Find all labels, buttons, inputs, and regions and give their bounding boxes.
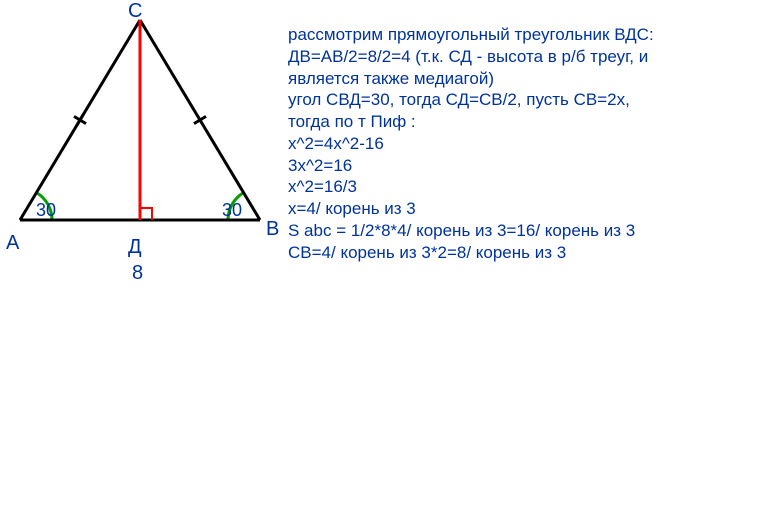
solution-line: x^2=4x^2-16	[288, 133, 758, 155]
vertex-label-c: С	[128, 0, 142, 23]
solution-line: 3x^2=16	[288, 155, 758, 177]
solution-line: угол СВД=30, тогда СД=СВ/2, пусть СВ=2х,	[288, 89, 758, 111]
vertex-label-d: Д	[128, 236, 142, 259]
solution-line: ДВ=АВ/2=8/2=4 (т.к. СД - высота в р/б тр…	[288, 46, 758, 68]
tick-ac	[76, 114, 83, 126]
solution-line: тогда по т Пиф :	[288, 111, 758, 133]
solution-line: x=4/ корень из 3	[288, 198, 758, 220]
solution-text: рассмотрим прямоугольный треугольник ВДС…	[288, 24, 758, 263]
solution-line: x^2=16/3	[288, 176, 758, 198]
solution-line: является также медиагой)	[288, 68, 758, 90]
triangle-diagram	[0, 0, 290, 290]
right-angle-marker	[140, 208, 152, 220]
edge-bc	[140, 20, 260, 220]
solution-line: S abc = 1/2*8*4/ корень из 3=16/ корень …	[288, 220, 758, 242]
stage: A В С Д 30 30 8 рассмотрим прямоугольный…	[0, 0, 767, 509]
vertex-label-b: В	[266, 218, 279, 241]
solution-line: СВ=4/ корень из 3*2=8/ корень из 3	[288, 242, 758, 264]
solution-line: рассмотрим прямоугольный треугольник ВДС…	[288, 24, 758, 46]
side-label-ab: 8	[132, 262, 143, 285]
vertex-label-a: A	[6, 232, 19, 255]
angle-label-b: 30	[222, 200, 242, 221]
angle-label-a: 30	[36, 200, 56, 221]
